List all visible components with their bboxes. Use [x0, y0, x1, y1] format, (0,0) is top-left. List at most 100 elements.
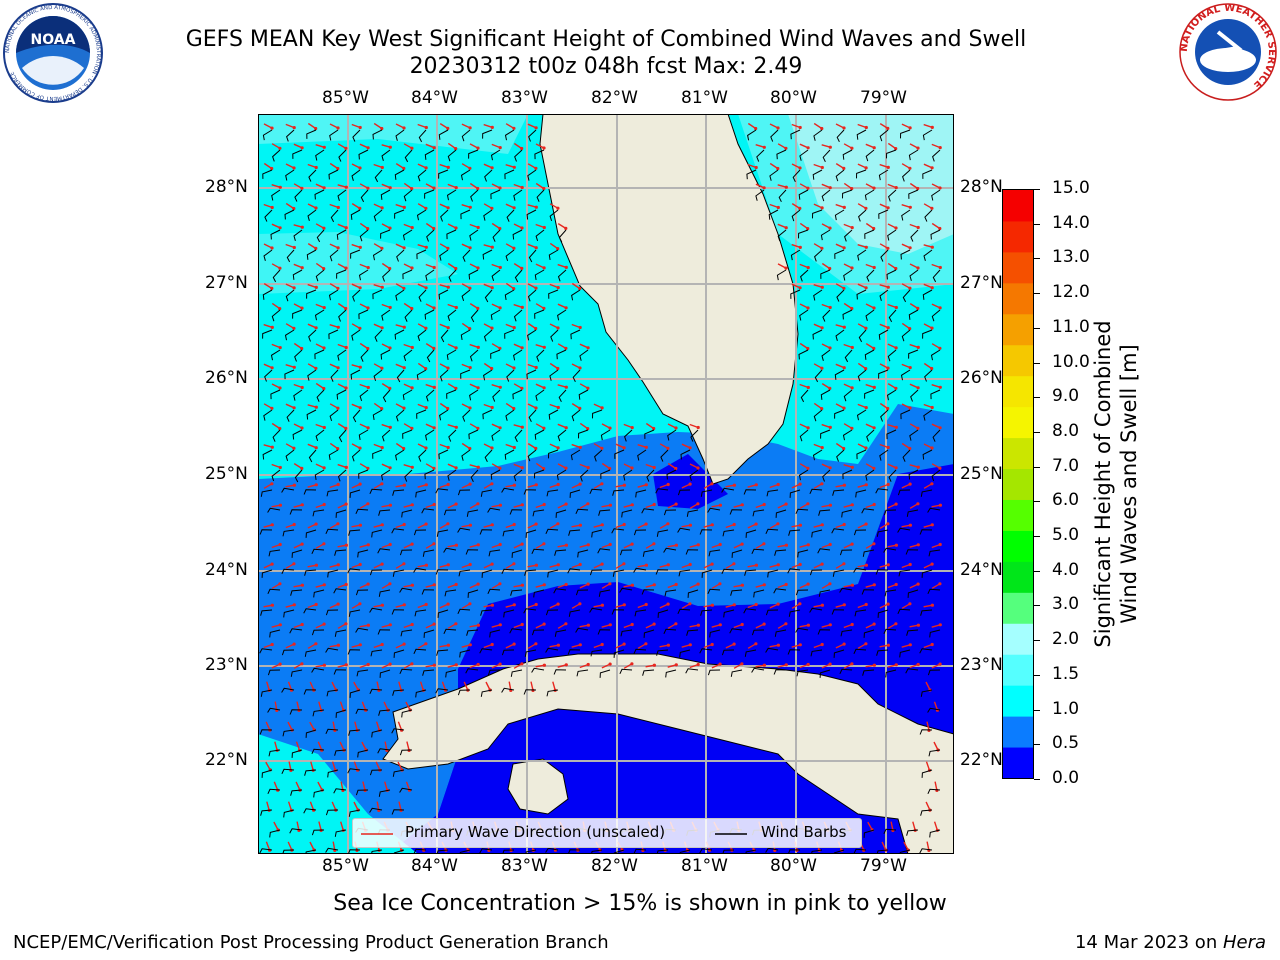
- wave-arrow-head: [388, 662, 392, 666]
- wave-arrow-head: [820, 642, 824, 647]
- wave-arrow-head: [842, 366, 846, 370]
- wave-arrow-head: [894, 147, 898, 151]
- wave-arrow-head: [938, 503, 943, 507]
- wave-arrow-head: [798, 602, 802, 606]
- wind-barb: [394, 329, 405, 340]
- wind-barb: [856, 409, 867, 421]
- wave-arrow-head: [850, 266, 854, 270]
- wave-arrow-head: [344, 306, 348, 311]
- wind-barb: [291, 549, 303, 558]
- wave-arrow-head: [278, 146, 282, 150]
- wave-arrow-head: [388, 346, 392, 350]
- wind-barb: [928, 549, 941, 557]
- wind-barb: [457, 489, 471, 496]
- wave-arrow-head: [864, 166, 868, 170]
- wind-barb: [534, 309, 545, 319]
- wave-arrow-head: [732, 603, 736, 607]
- wave-arrow-head: [278, 185, 282, 189]
- wind-barb: [377, 629, 391, 635]
- colorbar-tick-mark: [1034, 709, 1040, 711]
- wind-barb: [311, 748, 325, 755]
- wave-arrow-head: [402, 366, 406, 370]
- wave-arrow-head: [600, 406, 604, 410]
- wind-barb: [686, 629, 699, 636]
- wind-barb: [380, 229, 391, 239]
- wave-arrow-head: [300, 346, 304, 351]
- wave-arrow-head: [366, 662, 370, 667]
- wave-arrow-head: [476, 582, 480, 586]
- wave-arrow-head: [542, 467, 546, 471]
- wave-arrow-head: [894, 305, 898, 310]
- wave-arrow-head: [322, 622, 326, 626]
- wind-barb: [548, 409, 559, 420]
- wave-arrow-head: [490, 366, 494, 371]
- footer-credit: NCEP/EMC/Verification Post Processing Pr…: [13, 932, 609, 953]
- wave-arrow-head: [380, 165, 384, 170]
- wind-barb: [570, 329, 581, 340]
- wave-arrow-head: [578, 286, 582, 291]
- wind-barb: [330, 209, 339, 223]
- wave-arrow-head: [358, 562, 362, 567]
- wave-arrow-head: [696, 425, 700, 430]
- wave-arrow-head: [916, 582, 920, 586]
- wave-arrow-head: [498, 503, 502, 507]
- wind-barb: [679, 849, 691, 854]
- wind-barb: [598, 589, 611, 597]
- wind-barb: [686, 509, 699, 517]
- wave-arrow-head: [446, 563, 450, 567]
- wave-arrow-head: [366, 186, 370, 190]
- wave-arrow-head: [820, 326, 824, 330]
- wind-barb: [267, 588, 281, 595]
- wave-arrow-head: [740, 503, 744, 507]
- wave-arrow-head: [388, 466, 392, 470]
- wave-arrow-head: [498, 186, 502, 190]
- wave-arrow-head: [644, 522, 648, 526]
- colorbar-segment: [1003, 437, 1033, 470]
- wind-barb: [919, 529, 933, 535]
- wind-barb: [844, 349, 853, 363]
- wave-arrow-head: [556, 405, 560, 410]
- wave-arrow-head: [534, 126, 538, 130]
- wind-barb: [575, 508, 589, 515]
- wave-arrow-head: [864, 367, 868, 371]
- wind-barb: [404, 309, 413, 322]
- wave-arrow-head: [850, 622, 854, 627]
- wind-barb: [548, 249, 559, 260]
- wind-barb: [526, 369, 537, 380]
- wind-barb: [374, 169, 383, 183]
- wave-arrow-head: [798, 206, 802, 210]
- wave-arrow-head: [622, 483, 626, 487]
- wind-barb: [930, 229, 941, 240]
- florida-bay-shallow: [653, 454, 728, 509]
- wind-barb: [907, 589, 919, 598]
- wave-arrow-head: [754, 642, 758, 646]
- wave-arrow-head: [344, 426, 348, 430]
- wind-barb: [776, 269, 787, 281]
- wave-arrow-head: [842, 562, 846, 566]
- wind-barb: [769, 169, 779, 181]
- wave-arrow-head: [542, 426, 546, 430]
- wind-barb: [678, 569, 691, 577]
- wind-barb: [906, 629, 919, 636]
- wind-barb: [664, 589, 677, 597]
- wind-barb: [886, 389, 897, 401]
- wind-barb: [461, 129, 471, 142]
- wind-barb: [514, 429, 523, 443]
- wind-barb: [399, 668, 413, 675]
- wave-arrow-head: [916, 502, 920, 506]
- wind-barb: [898, 569, 911, 577]
- wave-arrow-head: [498, 426, 502, 430]
- wind-barb: [677, 489, 691, 496]
- wind-barb: [461, 449, 471, 461]
- wind-barb: [919, 729, 933, 735]
- wave-arrow-head: [908, 126, 912, 130]
- wind-barb: [746, 169, 757, 180]
- wind-barb: [532, 509, 545, 517]
- wind-barb: [325, 847, 339, 853]
- wave-arrow-head: [454, 425, 458, 429]
- wind-barb: [528, 249, 537, 263]
- wind-barb: [699, 848, 713, 854]
- wave-arrow-head: [622, 642, 626, 646]
- wind-barb: [352, 129, 361, 142]
- wave-arrow-head: [564, 622, 568, 626]
